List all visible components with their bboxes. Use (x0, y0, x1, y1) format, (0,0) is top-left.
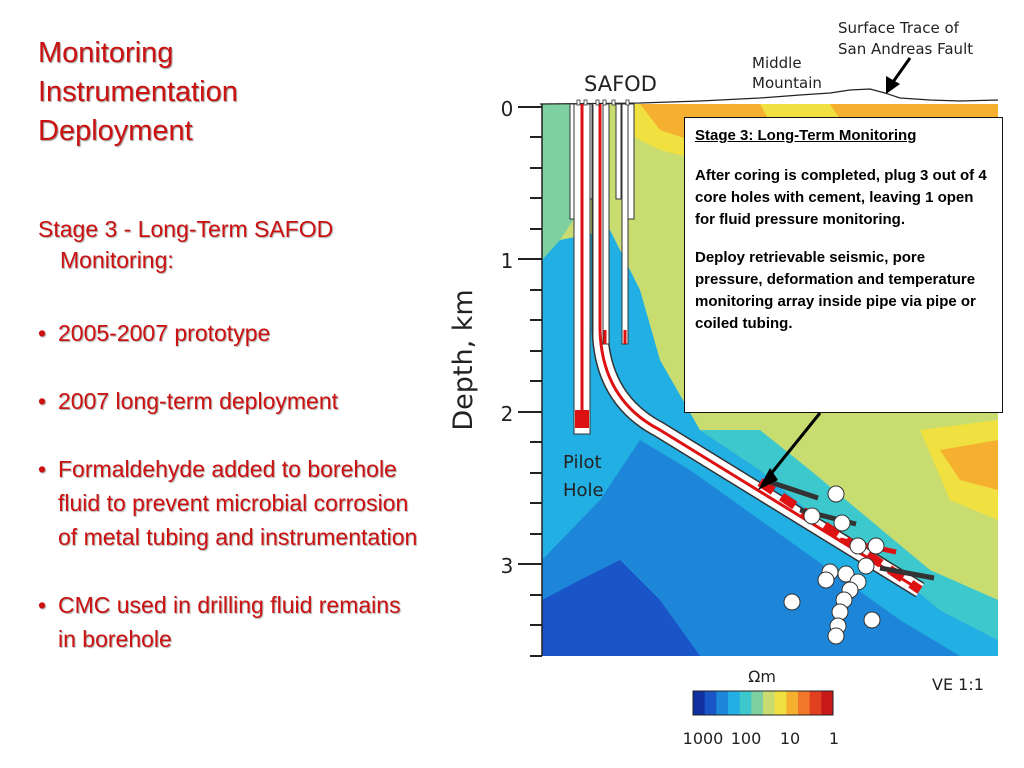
fault-label: San Andreas Fault (838, 40, 973, 58)
legend-swatch (786, 691, 799, 715)
middle-mountain-label: Middle (752, 54, 802, 72)
legend-swatch (763, 691, 776, 715)
callout-pointer (764, 412, 822, 481)
bullet-glyph: • (38, 592, 47, 618)
legend-swatch (774, 691, 787, 715)
wellhead-markers (576, 99, 630, 106)
resistivity-legend: Ωm 1000 100 10 1 (683, 667, 839, 748)
stage-heading-line-2: Monitoring: (60, 247, 174, 273)
legend-swatch (821, 691, 834, 715)
pilot-hole (573, 103, 591, 435)
vertical-exaggeration-label: VE 1:1 (932, 675, 984, 694)
legend-swatch (751, 691, 764, 715)
bullet-list: • 2005-2007 prototype • 2007 long-term dep… (38, 316, 423, 690)
callout-pointer-head (758, 468, 778, 490)
surface-profile (539, 88, 999, 105)
callout-title: Stage 3: Long-Term Monitoring (695, 127, 917, 144)
bullet-text: 2007 long-term deployment (58, 388, 338, 414)
depth-axis-label: Depth, km (448, 289, 479, 430)
depth-tick-label: 0 (501, 97, 514, 121)
bullet-glyph: • (38, 388, 47, 414)
bullet-item: • CMC used in drilling fluid remains in b… (38, 588, 423, 656)
bullet-text: Formaldehyde added to borehole fluid to … (58, 456, 418, 550)
legend-swatch (809, 691, 822, 715)
depth-tick-label: 2 (501, 402, 514, 426)
bullet-item: • 2005-2007 prototype (38, 316, 423, 350)
title-line-3: Deployment (38, 115, 193, 147)
legend-swatch (716, 691, 729, 715)
legend-tick-label: 1 (829, 729, 839, 748)
depth-tick-label: 1 (501, 249, 514, 273)
legend-unit: Ωm (748, 667, 776, 686)
bullet-text: CMC used in drilling fluid remains in bo… (58, 592, 401, 652)
depth-tick-label: 3 (501, 554, 514, 578)
bullet-glyph: • (38, 320, 47, 346)
legend-swatch (693, 691, 706, 715)
middle-mountain-label: Mountain (752, 74, 822, 92)
stage3-callout: Stage 3: Long-Term Monitoring After cori… (684, 117, 1003, 413)
legend-swatch (798, 691, 811, 715)
callout-paragraph-2: Deploy retrievable seismic, pore pressur… (695, 249, 976, 332)
fault-label: Surface Trace of (838, 19, 960, 37)
pilot-hole-label: Hole (563, 480, 604, 501)
title-line-1: Monitoring (38, 37, 174, 69)
callout-paragraph-1: After coring is completed, plug 3 out of… (695, 167, 987, 228)
legend-tick-label: 1000 (683, 729, 724, 748)
earthquake-events (783, 485, 885, 645)
stage-heading: Stage 3 - Long-Term SAFOD Monitoring: (38, 214, 418, 276)
fault-pointer-head (886, 76, 900, 94)
bullet-item: • Formaldehyde added to borehole fluid to… (38, 452, 423, 554)
legend-swatch (728, 691, 741, 715)
pilot-hole-label: Pilot (563, 452, 602, 473)
bullet-item: • 2007 long-term deployment (38, 384, 423, 418)
legend-swatch (739, 691, 752, 715)
legend-tick-label: 100 (731, 729, 762, 748)
stage-heading-line-1: Stage 3 - Long-Term SAFOD (38, 216, 334, 242)
legend-swatches (693, 691, 834, 715)
bullet-glyph: • (38, 456, 47, 482)
depth-axis: 0 1 2 3 Depth, km (448, 97, 543, 657)
legend-tick-label: 10 (780, 729, 800, 748)
title-line-2: Instrumentation (38, 76, 238, 108)
slide-title: Monitoring Instrumentation Deployment (38, 34, 418, 151)
bullet-text: 2005-2007 prototype (58, 320, 271, 346)
fault-pointer (891, 57, 912, 83)
legend-swatch (704, 691, 717, 715)
safod-label: SAFOD (584, 72, 657, 96)
